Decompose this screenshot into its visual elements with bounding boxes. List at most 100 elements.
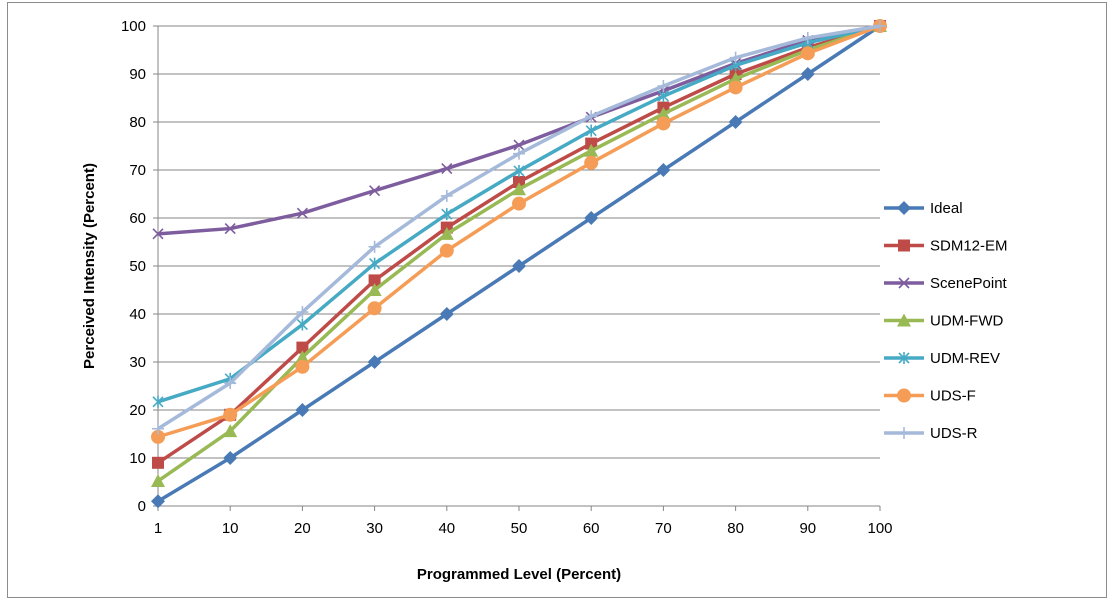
legend-item-udm-fwd: UDM-FWD [884, 313, 1003, 330]
data-point-scenepoint [513, 139, 525, 151]
marker-shape [223, 451, 238, 465]
legend-label: ScenePoint [930, 275, 1008, 292]
data-point-udm-rev [441, 208, 453, 221]
data-point-uds-f [800, 46, 815, 61]
data-point-uds-r [874, 20, 886, 32]
series-udm-fwd [151, 19, 887, 488]
data-point-uds-f [295, 359, 310, 374]
y-tick-label: 90 [129, 66, 146, 83]
data-point-uds-r [296, 306, 309, 319]
marker-shape [152, 456, 164, 469]
data-point-ideal [584, 211, 599, 225]
marker-shape [223, 407, 238, 422]
data-point-udm-fwd [584, 143, 599, 157]
marker-shape [584, 155, 599, 170]
y-tick-label: 100 [121, 18, 146, 35]
marker-shape [513, 139, 525, 151]
legend-label: Ideal [930, 200, 963, 217]
marker-shape [151, 429, 165, 444]
marker-shape [296, 207, 308, 219]
gridlines [158, 25, 880, 459]
marker-shape [295, 350, 310, 364]
data-point-udm-fwd [295, 350, 310, 364]
marker-shape [898, 239, 910, 252]
legend-label: UDS-F [930, 388, 976, 405]
series-layer [151, 19, 887, 509]
legend-marker [897, 201, 911, 215]
marker-shape [368, 274, 381, 287]
marker-shape [439, 226, 454, 240]
data-point-scenepoint [369, 185, 381, 197]
x-tick-label: 90 [799, 520, 816, 537]
y-tick-label: 50 [129, 258, 146, 275]
x-tick-label: 1 [154, 520, 162, 537]
legend-label: SDM12-EM [930, 238, 1008, 255]
marker-shape [728, 115, 743, 129]
series-uds-r [152, 20, 886, 435]
data-point-ideal [439, 307, 454, 321]
data-point-udm-fwd [151, 474, 165, 488]
marker-shape [656, 116, 671, 131]
data-point-scenepoint [224, 222, 236, 235]
data-point-sdm12-em [152, 456, 164, 469]
marker-shape [223, 424, 238, 438]
data-point-udm-fwd [223, 424, 238, 438]
data-point-uds-f [151, 429, 165, 444]
data-point-udm-fwd [512, 182, 526, 196]
data-point-uds-f [223, 407, 238, 422]
legend: Ideal SDM12-EM ScenePoint UDM-FWD UDM-REV UDS… [884, 200, 1008, 442]
data-point-ideal [512, 259, 526, 273]
legend-item-uds-f: UDS-F [884, 388, 976, 405]
data-point-uds-f [367, 301, 382, 316]
data-point-uds-r [368, 240, 381, 253]
y-tick-label: 0 [138, 498, 146, 515]
data-point-udm-fwd [439, 226, 454, 240]
data-point-uds-r [152, 422, 164, 435]
legend-marker [898, 352, 910, 364]
legend-item-ideal: Ideal [884, 200, 963, 217]
marker-shape [584, 211, 599, 225]
x-tick-label: 100 [867, 520, 892, 537]
marker-shape [512, 259, 526, 273]
data-point-scenepoint [152, 228, 164, 240]
data-point-ideal [151, 494, 165, 509]
data-point-udm-rev [369, 257, 381, 270]
legend-label: UDM-REV [930, 350, 1000, 367]
marker-shape [369, 185, 381, 197]
data-point-ideal [223, 451, 238, 465]
data-point-ideal [656, 163, 671, 177]
y-tick-label: 10 [129, 450, 146, 467]
data-point-udm-fwd [656, 106, 671, 120]
y-tick-label: 20 [129, 402, 146, 419]
data-point-uds-r [585, 110, 598, 123]
marker-shape [897, 388, 911, 403]
marker-shape [513, 176, 525, 188]
y-tick-label: 30 [129, 354, 146, 371]
marker-shape [728, 80, 743, 95]
legend-label: UDS-R [930, 425, 978, 442]
data-point-udm-rev [513, 164, 525, 177]
marker-shape [656, 106, 671, 120]
x-tick-label: 30 [366, 520, 383, 537]
marker-shape [897, 201, 911, 215]
data-point-ideal [367, 355, 382, 369]
marker-shape [295, 359, 310, 374]
x-tick-label: 60 [583, 520, 600, 537]
marker-shape [367, 283, 382, 296]
series-line-uds-f [157, 24, 881, 439]
marker-shape [584, 143, 599, 157]
legend-item-udm-rev: UDM-REV [884, 350, 1000, 367]
data-point-uds-f [512, 196, 526, 211]
legend-item-sdm12-em: SDM12-EM [884, 238, 1008, 255]
data-point-sdm12-em [368, 274, 381, 287]
series-sdm12-em [152, 20, 886, 469]
data-point-uds-r [224, 377, 237, 390]
legend-marker [897, 388, 911, 403]
data-point-udm-rev [585, 124, 597, 137]
data-point-uds-r [440, 189, 453, 202]
marker-shape [151, 494, 165, 509]
legend-marker [898, 239, 910, 252]
data-point-uds-f [439, 243, 454, 258]
marker-shape [296, 341, 309, 354]
marker-shape [585, 137, 598, 150]
